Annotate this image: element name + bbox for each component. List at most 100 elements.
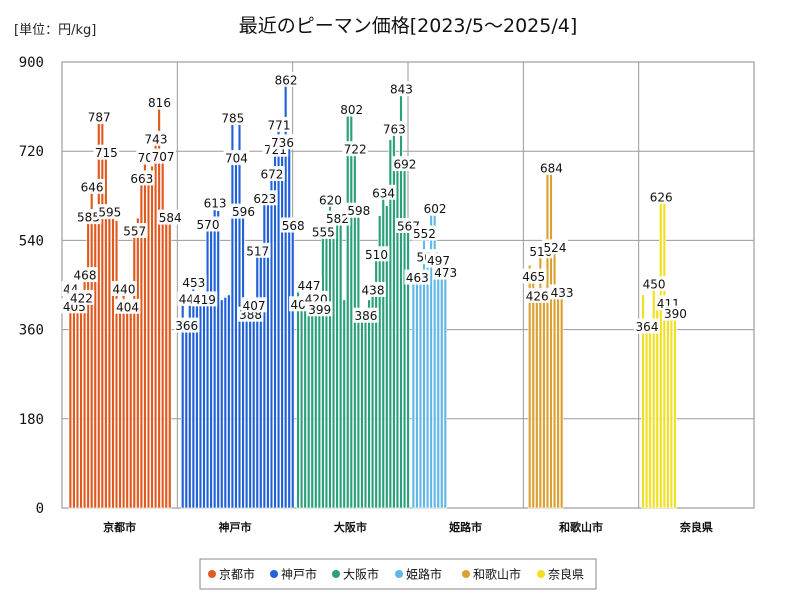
bar — [440, 269, 444, 509]
y-tick-label: 900 — [19, 55, 44, 71]
bar — [114, 220, 119, 509]
data-label: 596 — [232, 205, 255, 219]
data-label-bg — [121, 223, 148, 238]
data-label-bg — [549, 284, 575, 300]
bar — [244, 309, 249, 509]
bar — [338, 215, 343, 509]
legend-marker — [208, 570, 216, 578]
bar — [556, 289, 560, 509]
y-tick-label: 0 — [36, 501, 44, 517]
data-label-bg — [259, 166, 285, 181]
data-label-bg — [648, 188, 675, 204]
bar — [317, 309, 322, 509]
bar — [153, 139, 158, 509]
data-label-bg — [241, 297, 267, 313]
data-label: 771 — [268, 118, 291, 132]
bar — [143, 158, 147, 509]
unit-label: [単位：円/kg] — [14, 22, 96, 38]
data-label-bg — [392, 156, 418, 172]
bar — [360, 309, 364, 509]
data-label-bg — [230, 203, 257, 219]
data-label: 407 — [243, 299, 266, 313]
data-label: 390 — [664, 307, 687, 321]
bar — [342, 299, 346, 509]
bar — [72, 306, 76, 509]
x-tick-label: 大阪市 — [334, 520, 367, 534]
chart-title: 最近のピーマン価格[2023/5～2025/4] — [239, 15, 578, 37]
bar — [648, 319, 652, 509]
bar — [411, 269, 416, 509]
y-tick-label: 180 — [19, 412, 44, 428]
bar — [136, 217, 140, 509]
data-label-bg — [86, 109, 113, 124]
data-label: 715 — [95, 146, 118, 160]
data-label: 802 — [340, 103, 363, 117]
bar — [205, 225, 210, 509]
bar — [212, 203, 217, 509]
data-label: 524 — [544, 241, 567, 255]
bar — [399, 89, 403, 509]
data-label: 736 — [271, 136, 294, 150]
bar — [184, 326, 188, 509]
data-label-bg — [68, 289, 95, 305]
data-label-bg — [360, 281, 386, 297]
data-label-bg — [310, 224, 337, 239]
bar — [363, 316, 368, 509]
data-label: 447 — [298, 279, 321, 293]
data-label: 419 — [193, 293, 216, 307]
data-label-bg — [538, 160, 565, 175]
bar — [370, 290, 375, 509]
bar — [425, 257, 430, 509]
data-label: 743 — [145, 132, 168, 146]
data-label-bg — [143, 130, 169, 146]
bar — [296, 289, 300, 509]
axes: 0 180 360 540 720 900 京都市 神戸市 大阪市 姫路市 和歌山市 奈良県 — [19, 55, 713, 534]
data-label-bg — [114, 298, 141, 314]
bar — [381, 193, 385, 509]
data-label-bg — [338, 101, 365, 117]
legend-entry: 京都市 — [219, 567, 255, 582]
bar — [241, 212, 245, 509]
data-label: 426 — [526, 289, 549, 303]
data-label: 763 — [383, 122, 406, 136]
bar — [191, 283, 196, 509]
bar — [86, 217, 90, 509]
data-label-bg — [345, 202, 372, 218]
bar — [107, 212, 112, 509]
data-label-bg — [202, 195, 228, 211]
data-label: 473 — [434, 266, 457, 280]
data-label: 552 — [413, 227, 436, 241]
data-label: 440 — [113, 283, 136, 297]
legend-entry: 神戸市 — [281, 567, 317, 582]
data-label: 568 — [282, 219, 305, 233]
data-label: 626 — [650, 190, 673, 204]
data-label: 602 — [424, 202, 447, 216]
data-label: 595 — [98, 206, 121, 220]
data-label-bg — [425, 252, 452, 268]
bar — [280, 142, 284, 509]
y-tick-label: 720 — [19, 144, 44, 160]
bar — [223, 297, 227, 509]
bar — [100, 116, 104, 509]
x-tick-label: 和歌山市 — [559, 520, 603, 534]
bar — [202, 300, 206, 509]
data-label-bg — [157, 209, 184, 225]
data-label-bg — [150, 148, 176, 164]
bar — [230, 118, 235, 509]
data-label: 707 — [152, 150, 175, 164]
data-label-bg — [317, 191, 344, 207]
data-label-bg — [641, 276, 667, 291]
bar — [248, 315, 252, 509]
bar — [385, 205, 389, 509]
y-tick-label: 360 — [19, 323, 44, 339]
legend: 京都市 神戸市 大阪市 姫路市 和歌山市 奈良県 — [199, 558, 597, 590]
data-label: 620 — [319, 193, 342, 207]
data-label: 704 — [225, 152, 248, 166]
bar — [90, 187, 94, 509]
data-label: 613 — [204, 197, 227, 211]
bar — [125, 307, 129, 509]
data-label-bg — [273, 71, 299, 87]
data-label: 862 — [275, 73, 298, 87]
bar — [436, 261, 440, 509]
